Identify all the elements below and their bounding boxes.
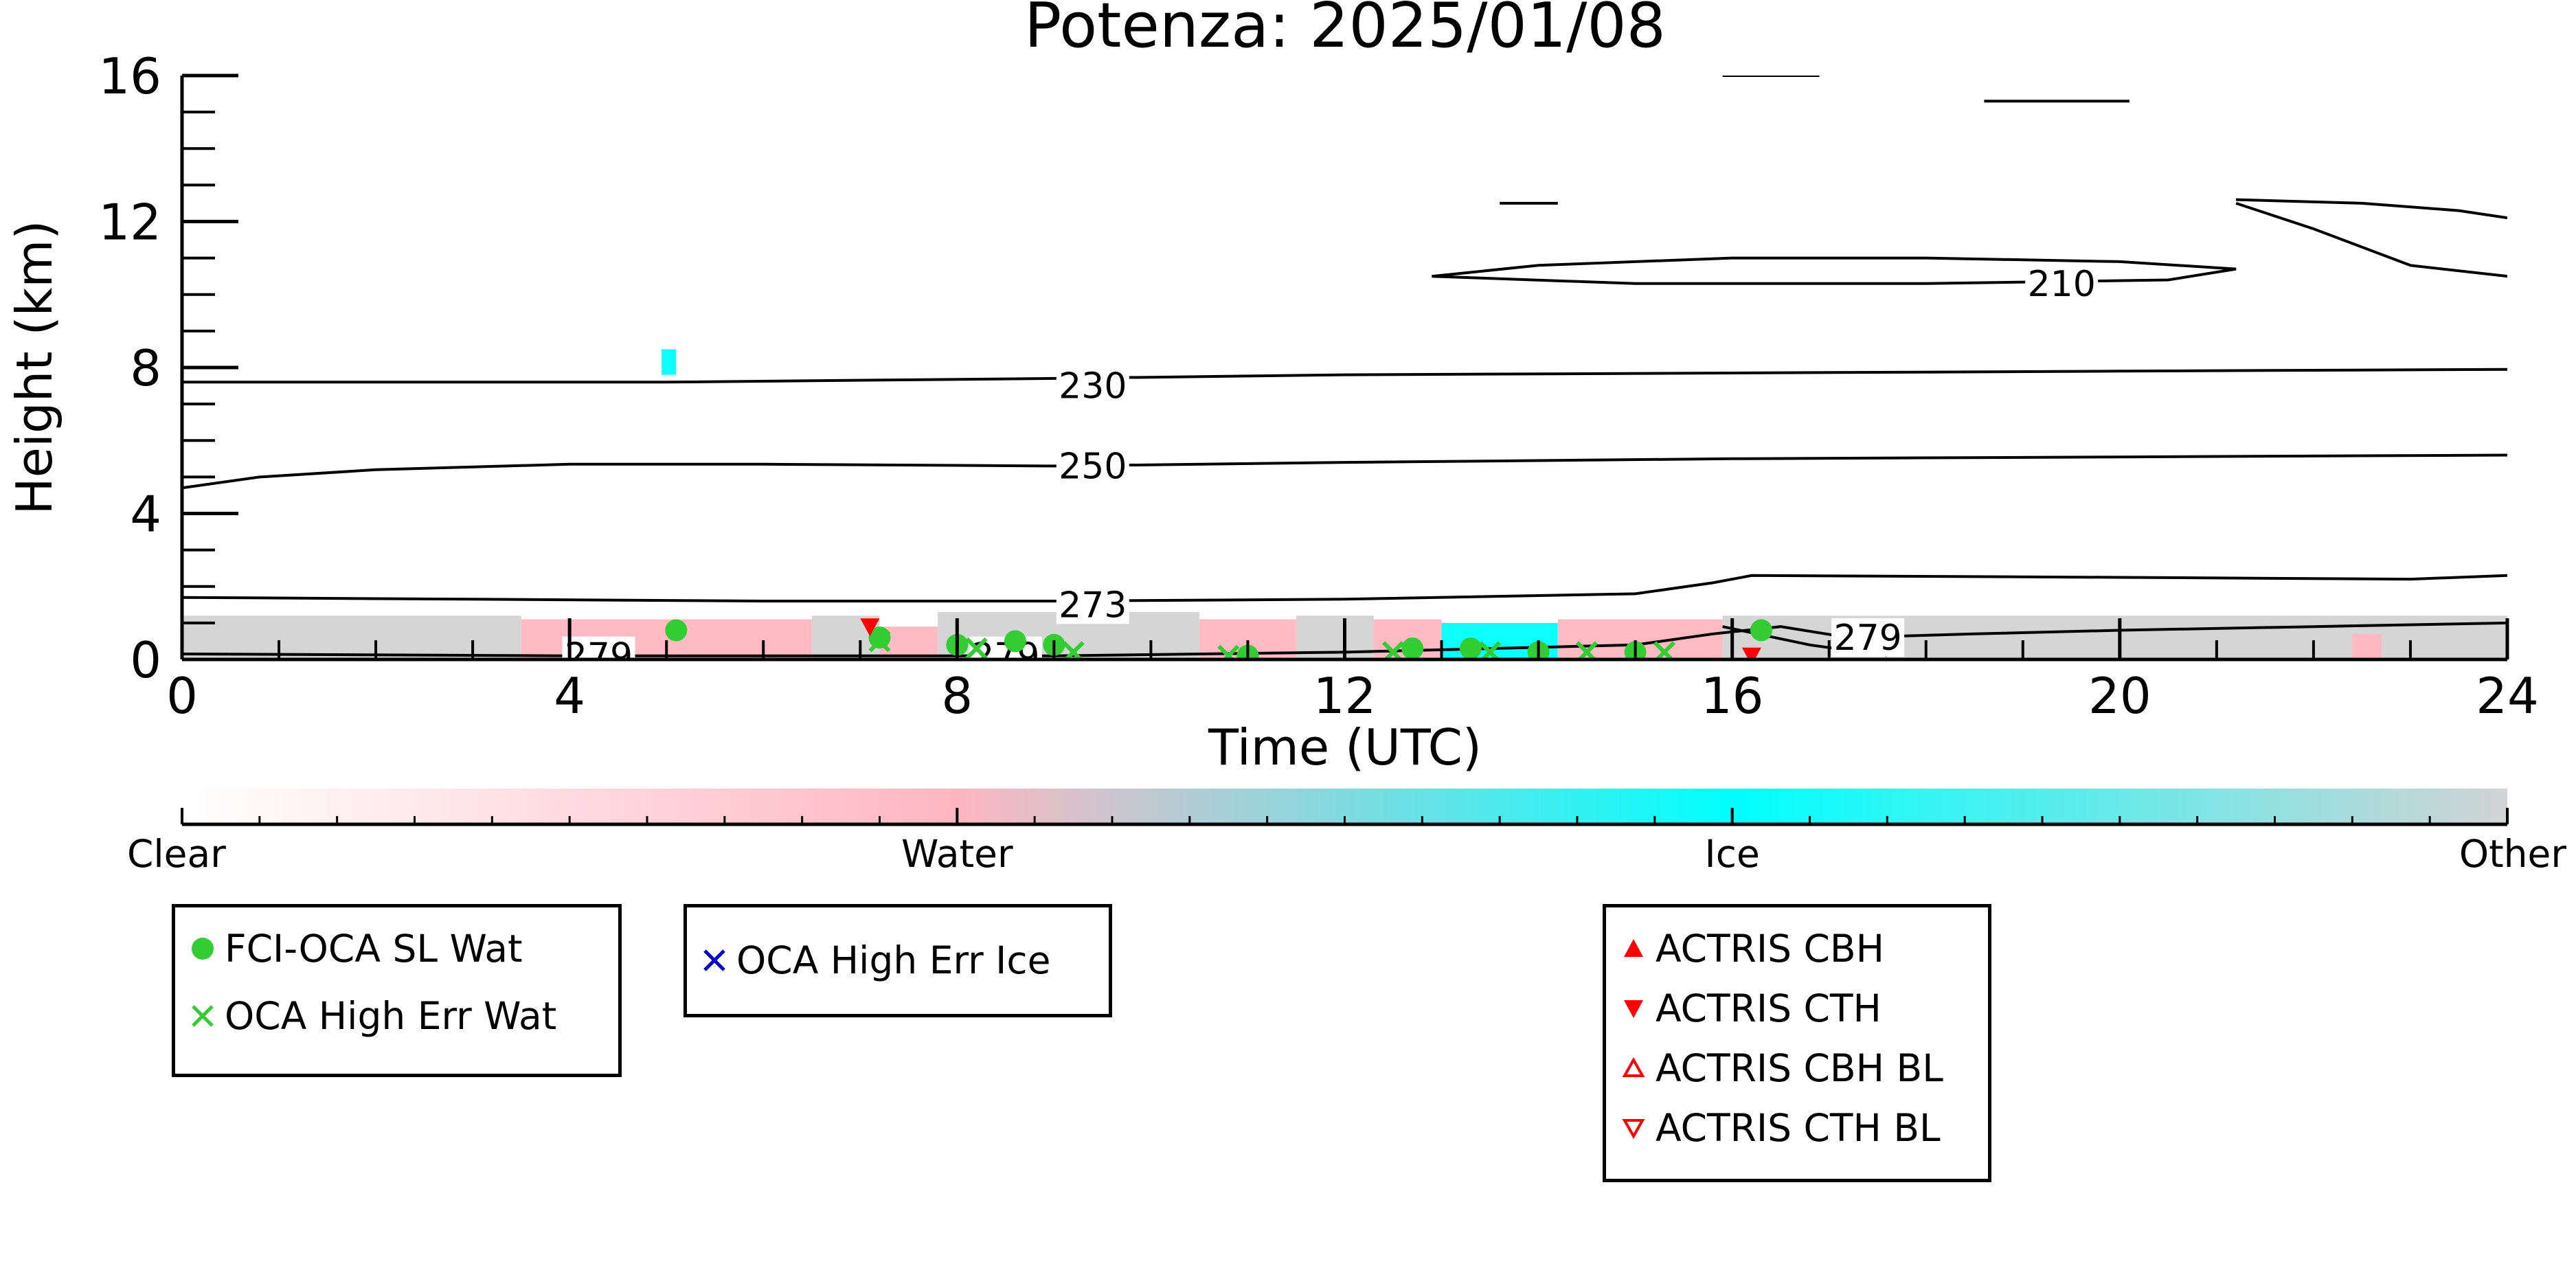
legend-label: ACTRIS CBH BL bbox=[1656, 1046, 1943, 1090]
legend-label: FCI-OCA SL Wat bbox=[225, 927, 523, 971]
legend-label: ACTRIS CTH bbox=[1656, 986, 1882, 1030]
x-tick-label: 16 bbox=[1701, 667, 1764, 725]
oca-high-err-wat-marker bbox=[965, 637, 988, 659]
red-triangle-down-icon bbox=[1624, 1000, 1643, 1018]
green-x-icon bbox=[192, 1005, 214, 1027]
legend-label: OCA High Err Ice bbox=[736, 938, 1051, 982]
legend-item: OCA High Err Ice bbox=[701, 938, 1050, 982]
y-tick-label: 8 bbox=[130, 339, 161, 397]
fci-oca-sl-wat-marker bbox=[1459, 637, 1482, 659]
x-tick-label: 0 bbox=[166, 667, 198, 725]
y-tick-label: 4 bbox=[130, 486, 161, 543]
contour-line bbox=[182, 453, 2507, 490]
contour-label: 273 bbox=[1059, 585, 1127, 626]
colorbar-label: Clear bbox=[127, 832, 226, 876]
green-circle-icon bbox=[192, 938, 214, 960]
legend-label: ACTRIS CBH bbox=[1656, 927, 1884, 971]
contour-label: 210 bbox=[2028, 264, 2096, 305]
fci-oca-sl-wat-marker bbox=[665, 619, 688, 642]
x-tick-label: 20 bbox=[2088, 667, 2151, 725]
legend-item: ACTRIS CTH bbox=[1620, 986, 1882, 1030]
blue-x-icon bbox=[703, 949, 725, 971]
x-tick-label: 4 bbox=[554, 667, 585, 725]
y-tick-label: 0 bbox=[130, 631, 161, 689]
contour-label-background bbox=[1831, 618, 1905, 657]
contour-line bbox=[1432, 256, 2237, 285]
red-open-triangle-up-icon bbox=[1622, 1057, 1645, 1077]
contour-line bbox=[182, 574, 2507, 602]
x-tick-label: 24 bbox=[2476, 667, 2539, 725]
legend-item: OCA High Err Wat bbox=[189, 994, 556, 1038]
y-axis-label: Height (km) bbox=[5, 221, 63, 515]
x-tick-label: 12 bbox=[1313, 667, 1377, 725]
x-axis-label: Time (UTC) bbox=[1208, 719, 1482, 776]
y-tick-label: 16 bbox=[98, 47, 161, 105]
colorbar-label: Water bbox=[901, 832, 1013, 876]
legend-item: FCI-OCA SL Wat bbox=[189, 927, 523, 971]
chart-title: Potenza: 2025/01/08 bbox=[1024, 0, 1666, 62]
contour-label-background bbox=[2025, 264, 2099, 303]
legend-oca-ice: OCA High Err Ice bbox=[683, 904, 1112, 1017]
colorbar-label: Other bbox=[2459, 832, 2567, 876]
actris-cth-marker bbox=[1741, 647, 1761, 659]
contour-label-background bbox=[562, 636, 635, 659]
fci-oca-sl-wat-marker bbox=[1004, 630, 1026, 653]
legend-label: ACTRIS CTH BL bbox=[1656, 1106, 1941, 1150]
legend-oca-water: FCI-OCA SL Wat OCA High Err Wat bbox=[172, 904, 622, 1077]
oca-high-err-wat-marker bbox=[1217, 644, 1240, 659]
contour-label: 250 bbox=[1059, 446, 1127, 487]
contour-label: 230 bbox=[1059, 366, 1127, 407]
contour-label: 279 bbox=[1833, 618, 1901, 659]
legend-actris: ACTRIS CBH ACTRIS CTH ACTRIS CBH BL ACTR… bbox=[1603, 904, 1991, 1182]
classification-segment bbox=[662, 349, 677, 375]
contour-label: 279 bbox=[565, 636, 633, 677]
red-triangle-up-icon bbox=[1624, 939, 1643, 957]
fci-oca-sl-wat-marker bbox=[1401, 637, 1424, 659]
x-tick-label: 8 bbox=[941, 667, 973, 725]
colorbar-label: Ice bbox=[1705, 832, 1760, 876]
contour-label-background bbox=[1056, 585, 1129, 624]
red-open-triangle-down-icon bbox=[1622, 1119, 1645, 1140]
contour-label-background bbox=[1056, 366, 1129, 405]
legend-label: OCA High Err Wat bbox=[225, 994, 557, 1038]
contour-line bbox=[2235, 202, 2507, 278]
legend-item: ACTRIS CTH BL bbox=[1620, 1106, 1941, 1150]
fci-oca-sl-wat-marker bbox=[868, 626, 891, 649]
colorbar: Clear Water Ice Other bbox=[127, 789, 2566, 876]
actris-cth-marker bbox=[860, 618, 880, 637]
contour-label-background bbox=[1056, 447, 1129, 486]
y-tick-label: 12 bbox=[98, 194, 161, 251]
classification-segment bbox=[2352, 633, 2382, 659]
legend-item: ACTRIS CBH bbox=[1620, 927, 1884, 971]
fci-oca-sl-wat-marker bbox=[1750, 619, 1772, 642]
contour-line bbox=[182, 368, 2507, 384]
classification-segment bbox=[182, 615, 521, 659]
contour-line bbox=[2236, 198, 2507, 220]
axes: 0 4 8 12 16 20 24 0 4 8 12 16 bbox=[98, 47, 2538, 725]
legend-item: ACTRIS CBH BL bbox=[1620, 1046, 1943, 1090]
